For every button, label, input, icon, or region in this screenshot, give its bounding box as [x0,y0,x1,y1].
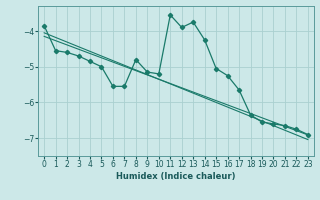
X-axis label: Humidex (Indice chaleur): Humidex (Indice chaleur) [116,172,236,181]
